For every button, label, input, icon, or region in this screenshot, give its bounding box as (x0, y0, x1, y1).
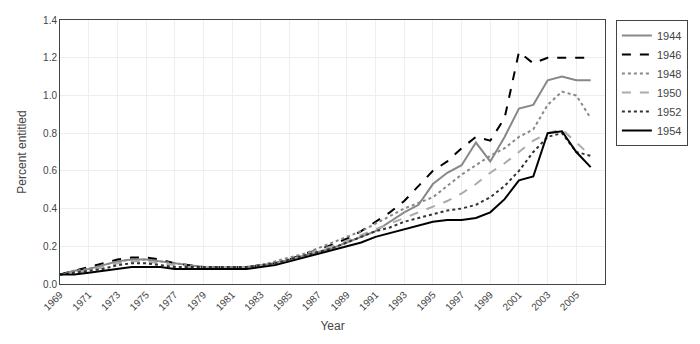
svg-text:1991: 1991 (357, 289, 381, 313)
svg-text:1977: 1977 (156, 289, 180, 313)
svg-text:1948: 1948 (657, 68, 681, 80)
svg-text:1.4: 1.4 (43, 15, 57, 26)
svg-text:1997: 1997 (443, 289, 467, 313)
svg-text:0.0: 0.0 (43, 279, 57, 290)
svg-text:1983: 1983 (242, 289, 266, 313)
svg-text:1995: 1995 (414, 289, 438, 313)
svg-text:1946: 1946 (657, 49, 681, 61)
svg-text:2001: 2001 (500, 289, 524, 313)
svg-text:1993: 1993 (386, 289, 410, 313)
svg-text:Year: Year (320, 319, 344, 333)
svg-text:1979: 1979 (185, 289, 209, 313)
svg-text:1952: 1952 (657, 106, 681, 118)
svg-text:1969: 1969 (41, 289, 65, 313)
svg-text:Percent entitled: Percent entitled (15, 110, 29, 193)
svg-text:1971: 1971 (70, 289, 94, 313)
svg-text:1999: 1999 (472, 289, 496, 313)
svg-text:1981: 1981 (214, 289, 238, 313)
svg-text:0.8: 0.8 (43, 128, 57, 139)
svg-text:1987: 1987 (300, 289, 324, 313)
svg-text:1973: 1973 (99, 289, 123, 313)
svg-text:0.4: 0.4 (43, 203, 57, 214)
svg-text:2005: 2005 (558, 289, 582, 313)
svg-text:1944: 1944 (657, 30, 681, 42)
svg-text:2003: 2003 (529, 289, 553, 313)
svg-text:0.6: 0.6 (43, 165, 57, 176)
svg-text:1989: 1989 (328, 289, 352, 313)
svg-text:1.2: 1.2 (43, 52, 57, 63)
svg-text:1.0: 1.0 (43, 90, 57, 101)
svg-text:1954: 1954 (657, 125, 681, 137)
svg-text:1950: 1950 (657, 87, 681, 99)
svg-text:1975: 1975 (127, 289, 151, 313)
svg-text:1985: 1985 (271, 289, 295, 313)
svg-text:0.2: 0.2 (43, 241, 57, 252)
